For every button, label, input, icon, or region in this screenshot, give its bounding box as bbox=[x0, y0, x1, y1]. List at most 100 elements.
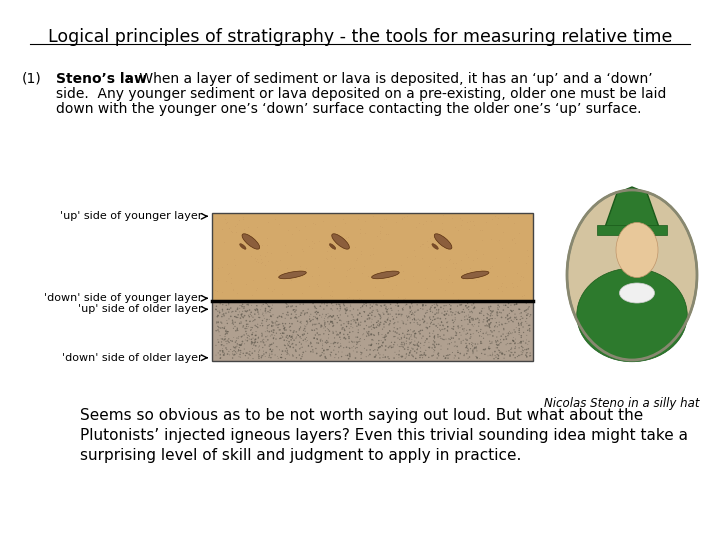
Point bbox=[315, 351, 327, 360]
Point bbox=[464, 318, 475, 326]
Point bbox=[503, 303, 514, 312]
Point bbox=[326, 318, 338, 326]
Point bbox=[464, 353, 475, 361]
Point bbox=[477, 249, 489, 258]
Point bbox=[517, 272, 528, 281]
Point bbox=[225, 227, 237, 236]
Point bbox=[417, 326, 428, 335]
Point bbox=[277, 333, 289, 341]
Point bbox=[438, 211, 449, 220]
Point bbox=[309, 302, 320, 310]
Point bbox=[425, 304, 436, 313]
Point bbox=[235, 314, 246, 322]
Point bbox=[346, 310, 358, 319]
Point bbox=[274, 346, 285, 354]
Point bbox=[262, 335, 274, 344]
Point bbox=[355, 250, 366, 259]
Point bbox=[423, 261, 435, 270]
Point bbox=[367, 212, 379, 220]
Text: 'down' side of younger layer: 'down' side of younger layer bbox=[44, 293, 202, 303]
Point bbox=[305, 316, 317, 325]
Point bbox=[395, 340, 407, 349]
Point bbox=[505, 313, 516, 322]
Point bbox=[503, 314, 514, 323]
Point bbox=[330, 253, 341, 262]
Point bbox=[371, 318, 382, 327]
Point bbox=[451, 329, 462, 338]
Point bbox=[415, 351, 426, 360]
Point bbox=[444, 350, 456, 359]
Point bbox=[359, 325, 370, 333]
Point bbox=[338, 301, 350, 310]
Ellipse shape bbox=[432, 244, 438, 249]
Point bbox=[448, 319, 459, 327]
Point bbox=[431, 306, 442, 314]
Point bbox=[404, 348, 415, 356]
Point bbox=[235, 333, 247, 341]
Point bbox=[372, 346, 383, 354]
Point bbox=[435, 334, 446, 343]
Point bbox=[312, 308, 324, 317]
Point bbox=[440, 274, 451, 283]
Point bbox=[344, 350, 356, 359]
Point bbox=[379, 346, 391, 354]
Point bbox=[222, 224, 234, 232]
Point bbox=[217, 225, 228, 234]
Point bbox=[212, 312, 223, 321]
Ellipse shape bbox=[279, 271, 306, 279]
Point bbox=[252, 257, 264, 266]
Point bbox=[438, 305, 449, 313]
Point bbox=[361, 332, 372, 340]
Point bbox=[305, 339, 317, 348]
Point bbox=[442, 345, 454, 353]
Point bbox=[257, 309, 269, 318]
Point bbox=[294, 326, 305, 334]
Point bbox=[263, 302, 274, 310]
Point bbox=[462, 336, 473, 345]
Point bbox=[242, 336, 253, 345]
Point bbox=[491, 220, 503, 228]
Point bbox=[249, 310, 261, 319]
Point bbox=[363, 331, 374, 340]
Point bbox=[297, 331, 309, 340]
Point bbox=[405, 307, 416, 316]
Point bbox=[282, 308, 294, 317]
Point bbox=[510, 300, 522, 308]
Point bbox=[428, 336, 439, 345]
Point bbox=[305, 338, 316, 347]
Point bbox=[257, 338, 269, 346]
Point bbox=[272, 321, 284, 329]
Point bbox=[445, 305, 456, 314]
Point bbox=[288, 336, 300, 345]
Point bbox=[460, 339, 472, 348]
Point bbox=[471, 347, 482, 355]
Point bbox=[363, 352, 374, 360]
Point bbox=[315, 337, 326, 346]
Point bbox=[363, 311, 374, 320]
Point bbox=[351, 322, 363, 330]
Ellipse shape bbox=[616, 222, 658, 278]
Point bbox=[442, 327, 454, 336]
Point bbox=[464, 308, 476, 316]
Point bbox=[372, 321, 383, 329]
Point bbox=[510, 314, 521, 322]
Point bbox=[489, 347, 500, 356]
Point bbox=[340, 305, 351, 314]
Point bbox=[420, 350, 431, 359]
Point bbox=[238, 304, 250, 313]
Point bbox=[274, 334, 285, 343]
Point bbox=[433, 308, 444, 317]
Point bbox=[512, 352, 523, 361]
Point bbox=[487, 350, 498, 359]
Point bbox=[341, 322, 352, 331]
Point bbox=[275, 353, 287, 362]
Point bbox=[320, 322, 331, 331]
Point bbox=[429, 315, 441, 323]
Point bbox=[249, 315, 261, 324]
Point bbox=[500, 333, 511, 341]
Point bbox=[408, 318, 420, 327]
Point bbox=[413, 315, 424, 323]
Point bbox=[446, 310, 458, 319]
Point bbox=[240, 351, 251, 360]
Point bbox=[474, 309, 485, 318]
